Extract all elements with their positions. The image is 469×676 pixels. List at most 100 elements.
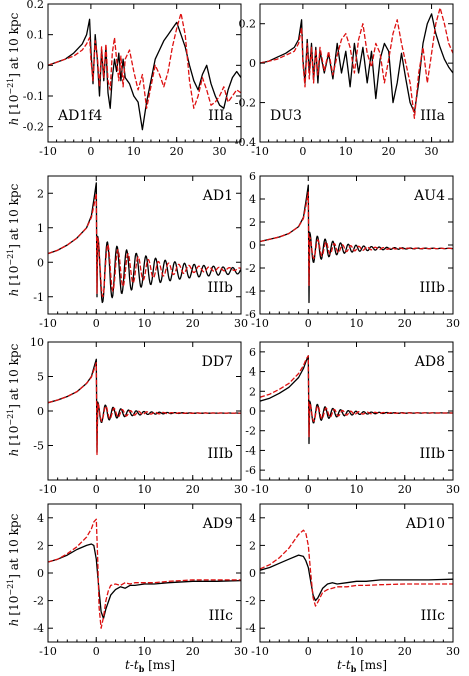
- plot-area: [48, 358, 241, 456]
- y-tick-label: -4: [245, 444, 256, 457]
- x-tick-label: 0: [93, 483, 100, 496]
- y-tick-label: -4: [245, 285, 256, 298]
- red-series-line: [48, 362, 241, 456]
- red-series-line: [260, 191, 453, 286]
- regime-label: IIIa: [420, 108, 445, 124]
- x-tick-label: 10: [127, 145, 141, 158]
- y-tick-label: 0: [37, 256, 44, 269]
- y-tick-label: -0.1: [23, 90, 44, 103]
- red-series-line: [260, 355, 453, 438]
- x-tick-label: 30: [234, 645, 248, 658]
- red-series-line: [260, 7, 453, 119]
- red-series-line: [48, 518, 241, 629]
- x-tick-label: 30: [446, 645, 460, 658]
- x-tick-label: 0: [299, 145, 306, 158]
- red-series-line: [48, 12, 241, 109]
- y-tick-label: 2: [249, 216, 256, 229]
- model-label: AD1: [202, 188, 233, 204]
- x-tick-label: 30: [446, 317, 460, 330]
- y-axis-label-row-4: h[10−21] at 10 kpc: [6, 513, 21, 626]
- y-tick-label: 0.2: [27, 0, 45, 11]
- x-tick-label: -10: [251, 317, 269, 330]
- x-tick-label: 20: [186, 483, 200, 496]
- y-tick-label: 0: [249, 57, 256, 70]
- y-tick-label: 0: [37, 405, 44, 418]
- plot-area: [260, 184, 453, 304]
- x-tick-label: -10: [39, 645, 57, 658]
- plot-area: [48, 12, 241, 131]
- x-tick-label: 30: [425, 145, 439, 158]
- model-label: AD1f4: [57, 108, 102, 124]
- black-series-line: [260, 355, 453, 445]
- model-label: DU3: [270, 108, 302, 124]
- plot-area: [48, 182, 241, 304]
- black-series-line: [260, 554, 453, 602]
- x-tick-label: 0: [93, 317, 100, 330]
- x-tick-label: -10: [39, 145, 57, 158]
- x-tick-label: 0: [87, 145, 94, 158]
- y-tick-label: 2: [249, 539, 256, 552]
- x-tick-label: 0: [305, 645, 312, 658]
- plot-area: [260, 355, 453, 445]
- panel-dd7: -10 0 10 20 30 -5 0 5 10 DD7 IIIb: [30, 336, 248, 496]
- y-tick-label: 0: [249, 567, 256, 580]
- model-label: AU4: [413, 188, 445, 204]
- panel-ad9: -10 0 10 20 30 -4 -2 0 2 4 AD9 IIIc: [33, 503, 248, 658]
- x-tick-label: -10: [39, 483, 57, 496]
- regime-label: IIIb: [207, 446, 233, 462]
- x-axis-label-right: t-tb [ms]: [337, 658, 387, 674]
- panel-ad1f4: -10 0 10 20 30 -0.2 -0.1 0 0.1 0.2 AD1f4 IIIa: [23, 0, 242, 158]
- x-tick-label: 0: [93, 645, 100, 658]
- y-tick-label: 0: [37, 567, 44, 580]
- x-tick-label: 10: [138, 317, 152, 330]
- x-axis-label-left: t-tb [ms]: [125, 658, 175, 674]
- x-tick-label: 0: [305, 317, 312, 330]
- plot-area: [48, 518, 241, 629]
- y-tick-label: 6: [249, 346, 256, 359]
- x-tick-label: 10: [350, 317, 364, 330]
- x-tick-label: -10: [251, 145, 269, 158]
- x-tick-label: 0: [305, 483, 312, 496]
- x-tick-label: 20: [398, 645, 412, 658]
- x-tick-label: 20: [170, 145, 184, 158]
- x-tick-label: 10: [138, 645, 152, 658]
- y-tick-label: -5: [33, 440, 44, 453]
- y-tick-label: -2: [245, 425, 256, 438]
- x-tick-label: 20: [398, 317, 412, 330]
- y-tick-label: 10: [30, 336, 44, 349]
- black-series-line: [48, 182, 241, 304]
- model-label: DD7: [202, 354, 233, 370]
- y-tick-label: -4: [33, 622, 44, 635]
- y-axis-label-row-3: h[10−21] at 10 kpc: [6, 343, 21, 456]
- y-tick-label: -0.2: [235, 97, 256, 110]
- y-tick-label: 0: [249, 405, 256, 418]
- panel-ad8: -10 0 10 20 30 -6 -4 -2 0 2 4 6 AD8 IIIb: [245, 341, 460, 496]
- y-tick-label: -2: [33, 595, 44, 608]
- y-tick-label: -0.2: [23, 121, 44, 134]
- y-tick-label: 0: [249, 239, 256, 252]
- black-series-line: [48, 358, 241, 454]
- y-tick-label: -0.4: [235, 136, 256, 149]
- black-series-line: [48, 543, 241, 620]
- panel-au4: -10 0 10 20 30 -6 -4 -2 0 2 4 6 AU4 IIIb: [245, 170, 460, 330]
- model-label: AD9: [202, 516, 233, 532]
- x-tick-label: 20: [398, 483, 412, 496]
- red-series-line: [260, 529, 453, 607]
- y-axis-label-row-2: h[10−21] at 10 kpc: [6, 183, 21, 296]
- plot-frame: [47, 3, 242, 143]
- regime-label: IIIb: [419, 446, 445, 462]
- x-tick-label: 10: [138, 483, 152, 496]
- y-tick-label: 6: [249, 170, 256, 183]
- x-tick-label: -10: [251, 645, 269, 658]
- x-tick-label: 20: [186, 317, 200, 330]
- y-tick-label: -2: [245, 262, 256, 275]
- x-tick-label: -10: [251, 483, 269, 496]
- regime-label: IIIc: [421, 608, 446, 624]
- y-tick-label: 5: [37, 371, 44, 384]
- x-tick-label: 30: [213, 145, 227, 158]
- panel-ad10: -10 0 10 20 30 -4 -2 0 2 4 AD10 IIIc: [245, 503, 460, 658]
- y-tick-label: 2: [249, 385, 256, 398]
